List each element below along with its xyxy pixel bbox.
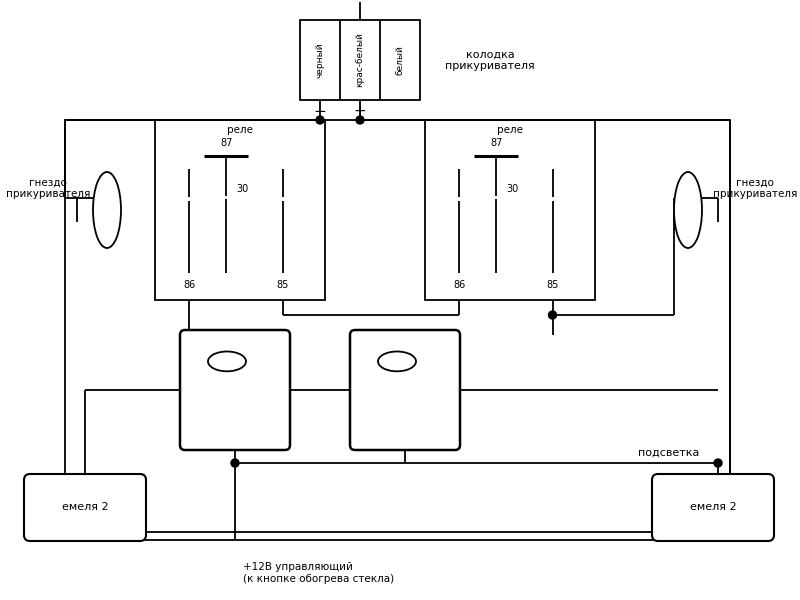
Text: 30: 30 [506, 184, 518, 194]
Text: 87: 87 [490, 138, 502, 148]
Text: емеля 2: емеля 2 [62, 503, 108, 512]
Text: +12В управляющий
(к кнопке обогрева стекла): +12В управляющий (к кнопке обогрева стек… [243, 562, 394, 584]
Circle shape [231, 459, 239, 467]
Text: белый: белый [395, 45, 405, 75]
Bar [65, 120, 730, 540]
Text: гнездо
прикуривателя: гнездо прикуривателя [713, 177, 797, 199]
Circle shape [316, 116, 324, 124]
Text: 30: 30 [236, 184, 249, 194]
Text: черный: черный [315, 42, 325, 78]
Text: 86: 86 [453, 280, 465, 290]
Ellipse shape [674, 172, 702, 248]
Bar [425, 120, 595, 300]
Text: 85: 85 [546, 280, 558, 290]
Ellipse shape [93, 172, 121, 248]
Circle shape [549, 311, 557, 319]
Text: емеля 2: емеля 2 [690, 503, 736, 512]
Ellipse shape [378, 352, 416, 371]
FancyBboxPatch shape [652, 474, 774, 541]
Text: подсветка: подсветка [638, 448, 699, 458]
FancyBboxPatch shape [350, 330, 460, 450]
Text: гнездо
прикуривателя: гнездо прикуривателя [6, 177, 90, 199]
FancyBboxPatch shape [180, 330, 290, 450]
Ellipse shape [208, 352, 246, 371]
Text: 86: 86 [183, 280, 195, 290]
Text: колодка
прикуривателя: колодка прикуривателя [445, 49, 535, 71]
Text: 87: 87 [220, 138, 233, 148]
Bar [300, 20, 420, 100]
Text: 85: 85 [276, 280, 289, 290]
FancyBboxPatch shape [24, 474, 146, 541]
Text: крас-белый: крас-белый [355, 32, 365, 88]
Circle shape [714, 459, 722, 467]
Text: реле: реле [227, 125, 253, 135]
Text: +: + [354, 104, 366, 119]
Circle shape [356, 116, 364, 124]
Text: −: − [314, 104, 326, 119]
Text: реле: реле [497, 125, 523, 135]
Bar [155, 120, 325, 300]
